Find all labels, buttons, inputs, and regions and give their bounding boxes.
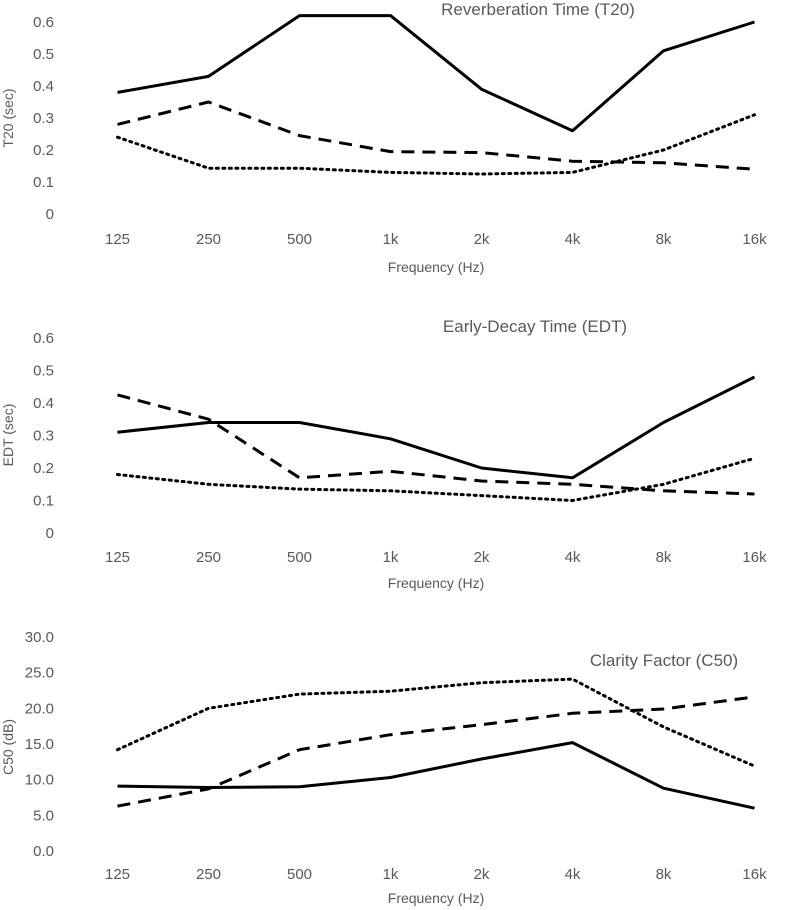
c50-chart-svg: 0.0 5.0 10.0 15.0 20.0 25.0 30.0 125 250 500 1k 2k… — [0, 630, 767, 906]
x-tick-label: 125 — [105, 866, 130, 883]
chart-title: Clarity Factor (C50) — [590, 651, 738, 670]
y-tick-label: 0.1 — [33, 493, 54, 510]
edt-chart-svg: 0 0.1 0.2 0.3 0.4 0.5 0.6 125 250 500 1k 2k 4k 8k 16k… — [0, 317, 767, 591]
series-line-dotted — [116, 113, 756, 176]
x-tick-label: 500 — [287, 549, 312, 566]
x-tick-label: 2k — [474, 549, 490, 566]
y-tick-label: 0.3 — [33, 428, 54, 445]
series-line-solid — [117, 741, 755, 810]
x-tick-label: 16k — [742, 866, 767, 883]
x-tick-label: 500 — [287, 866, 312, 883]
x-tick-label: 2k — [474, 866, 490, 883]
x-tick-label: 16k — [742, 549, 767, 566]
chart-title: Early-Decay Time (EDT) — [443, 317, 627, 336]
t20-chart-svg: 0 0.1 0.2 0.3 0.4 0.5 0.6 125 250 500 1k 2k 4k 8k 16k… — [0, 0, 767, 275]
x-tick-label: 250 — [196, 549, 221, 566]
x-tick-label: 1k — [383, 549, 399, 566]
y-tick-label: 0.5 — [33, 363, 54, 380]
y-tick-label: 0.6 — [33, 330, 54, 347]
y-tick-label: 0.6 — [33, 14, 54, 31]
y-tick-label: 25.0 — [25, 665, 54, 682]
x-axis-title: Frequency (Hz) — [388, 890, 484, 906]
y-tick-label: 0.5 — [33, 46, 54, 63]
y-tick-label: 20.0 — [25, 700, 54, 717]
x-tick-label: 250 — [196, 866, 221, 883]
x-tick-label: 1k — [383, 866, 399, 883]
x-tick-label: 125 — [105, 549, 130, 566]
x-tick-label: 8k — [656, 549, 672, 566]
series-line-dashed — [117, 100, 755, 171]
x-tick-label: 8k — [656, 866, 672, 883]
y-axis-title: C50 (dB) — [0, 719, 16, 775]
y-tick-label: 0.2 — [33, 460, 54, 477]
series-line-dotted — [116, 677, 756, 768]
y-tick-label: 0.3 — [33, 110, 54, 127]
y-axis-title: EDT (sec) — [0, 404, 16, 467]
x-tick-label: 4k — [565, 231, 581, 248]
x-tick-label: 4k — [565, 866, 581, 883]
y-axis-title: T20 (sec) — [0, 88, 16, 147]
x-tick-label: 4k — [565, 549, 581, 566]
x-tick-label: 2k — [474, 231, 490, 248]
x-axis-title: Frequency (Hz) — [388, 575, 484, 591]
x-tick-label: 500 — [287, 231, 312, 248]
y-tick-label: 10.0 — [25, 772, 54, 789]
series-line-dotted — [116, 456, 756, 502]
series-line-dashed — [117, 393, 755, 496]
series-line-dashed — [117, 695, 755, 808]
x-axis-title: Frequency (Hz) — [388, 259, 484, 275]
series-line-solid — [117, 375, 756, 480]
y-tick-label: 0.4 — [33, 78, 54, 95]
x-tick-label: 125 — [105, 231, 130, 248]
y-tick-label: 0 — [46, 525, 54, 542]
x-tick-label: 250 — [196, 231, 221, 248]
y-tick-label: 0.2 — [33, 142, 54, 159]
t20-chart: 0 0.1 0.2 0.3 0.4 0.5 0.6 125 250 500 1k 2k 4k 8k 16k… — [0, 0, 800, 290]
chart-title: Reverberation Time (T20) — [441, 0, 635, 19]
c50-chart: 0.0 5.0 10.0 15.0 20.0 25.0 30.0 125 250 500 1k 2k… — [0, 630, 800, 910]
y-tick-label: 0.0 — [33, 843, 54, 860]
x-tick-label: 16k — [742, 231, 767, 248]
series-line-solid — [117, 14, 755, 133]
y-tick-label: 30.0 — [25, 630, 54, 646]
x-tick-label: 1k — [383, 231, 399, 248]
edt-chart: 0 0.1 0.2 0.3 0.4 0.5 0.6 125 250 500 1k 2k 4k 8k 16k… — [0, 310, 800, 600]
y-tick-label: 0.1 — [33, 174, 54, 191]
y-tick-label: 5.0 — [33, 807, 54, 824]
y-tick-label: 15.0 — [25, 736, 54, 753]
x-tick-label: 8k — [656, 231, 672, 248]
y-tick-label: 0.4 — [33, 395, 54, 412]
y-tick-label: 0 — [46, 206, 54, 223]
